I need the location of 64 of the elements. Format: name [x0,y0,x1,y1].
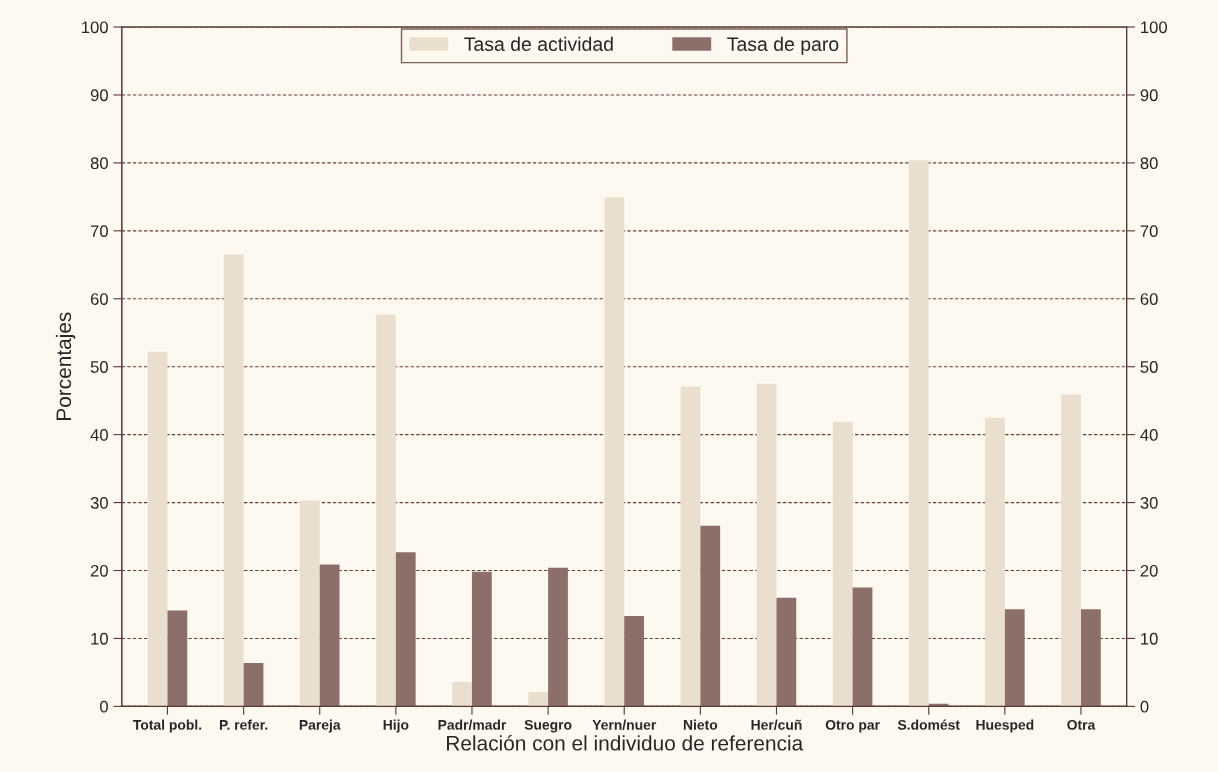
y2-tick-label: 90 [1140,89,1158,102]
x-tick-label: Her/cuñ [751,719,802,730]
y-tick-label: 10 [91,632,108,645]
x-tick-label: Yern/nuer [592,719,657,730]
x-tick-label: Hijo [383,719,409,733]
y-tick-label: 70 [90,225,108,238]
bar [700,525,721,707]
bar [319,564,340,707]
bar [680,386,701,707]
bar [223,254,244,707]
y-tick-label: 100 [82,21,108,34]
x-tick-label: S.domést [897,719,960,730]
bar [528,692,549,707]
bar [776,597,797,707]
y2-tick-label: 40 [1140,429,1158,441]
bar [852,587,873,707]
x-tick-label: Total pobl. [133,719,202,733]
bar [452,681,472,707]
y-tick-label: 80 [90,157,108,170]
y-tick-label: 40 [90,429,108,441]
bar [624,616,645,707]
y-tick-label: 60 [90,293,108,305]
y2-tick-label: 30 [1140,496,1158,509]
y-tick-label: 30 [90,496,108,509]
y-tick-label: 0 [99,700,108,713]
y2-tick-label: 60 [1140,293,1158,305]
y-tick-label: 20 [90,564,108,577]
x-tick-label: Otra [1067,719,1096,730]
legend-label: Tasa de paro [727,36,839,55]
y2-tick-label: 70 [1140,225,1158,238]
x-tick-label: Huesped [976,719,1034,733]
y-tick-label: 90 [90,89,108,102]
bar [1004,609,1025,707]
bar [299,500,320,707]
x-tick-label: Pareja [299,719,341,733]
bar [832,421,853,707]
bar [756,383,777,707]
y2-tick-label: 20 [1140,564,1158,577]
bar [985,417,1005,707]
bar [1061,394,1081,707]
legend-label: Tasa de actividad [464,36,613,52]
y2-tick-label: 50 [1140,361,1158,373]
bar [376,314,396,707]
x-tick-label: Nieto [683,719,718,730]
x-tick-label: P. refer. [219,719,268,730]
bar [548,567,568,707]
x-tick-label: Otro par [825,719,880,733]
y2-tick-label: 100 [1141,21,1167,34]
y2-tick-label: 0 [1140,700,1149,713]
x-tick-label: Padr/madr [438,719,507,730]
x-axis-title: Relación con el individuo de referencia [447,735,804,751]
y2-tick-label: 10 [1141,632,1158,645]
y-axis-title: Porcentajes [55,312,76,420]
bar [604,197,625,707]
bar [471,571,492,707]
bar [1080,609,1101,707]
bar [167,610,188,707]
bar [395,552,416,707]
bar [908,160,929,707]
bar [147,351,168,707]
bar [243,662,264,707]
y-tick-label: 50 [90,361,108,373]
y2-tick-label: 80 [1140,157,1158,170]
x-tick-label: Suegro [524,719,572,733]
